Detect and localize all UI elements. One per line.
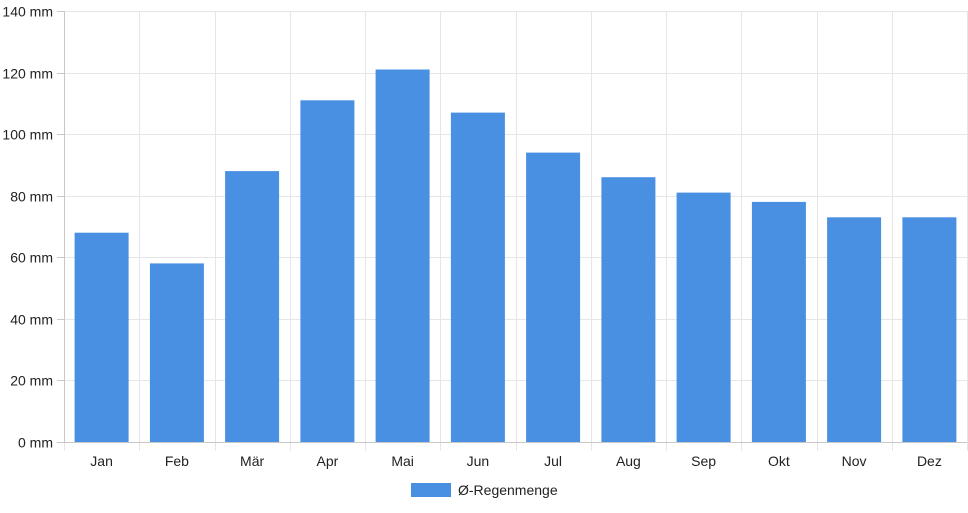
x-tick-label: Aug	[616, 453, 641, 469]
x-tick-label: Okt	[768, 453, 790, 469]
axes	[64, 11, 967, 443]
x-tick-label: Jun	[467, 453, 490, 469]
x-tick-label: Dez	[917, 453, 942, 469]
x-tick-label: Mär	[240, 453, 264, 469]
x-tick-label: Jul	[544, 453, 562, 469]
x-axis-tick-labels: Jan Feb Mär Apr Mai Jun Jul Aug Sep Okt Nov Dez	[90, 453, 942, 469]
bar-okt[interactable]	[751, 201, 806, 442]
y-tick-label: 20 mm	[10, 373, 53, 389]
bar-mär[interactable]	[225, 171, 280, 442]
x-tick-label: Sep	[691, 453, 716, 469]
x-tick-label: Feb	[165, 453, 189, 469]
bar-jul[interactable]	[526, 152, 581, 442]
y-tick-label: 60 mm	[10, 250, 53, 266]
y-tick-label: 100 mm	[2, 127, 53, 143]
y-tick-label: 140 mm	[2, 4, 53, 20]
legend-label[interactable]: Ø-Regenmenge	[458, 482, 558, 498]
x-tick-label: Apr	[317, 453, 339, 469]
bar-nov[interactable]	[827, 217, 882, 442]
x-tick-label: Jan	[90, 453, 113, 469]
bar-mai[interactable]	[375, 69, 430, 443]
y-tick-label: 80 mm	[10, 189, 53, 205]
y-axis-tick-labels: 0 mm 20 mm 40 mm 60 mm 80 mm 100 mm 120 mm 140 …	[2, 4, 53, 451]
x-tick-label: Mai	[391, 453, 414, 469]
grid-lines	[57, 11, 968, 451]
bar-apr[interactable]	[300, 100, 355, 443]
y-tick-label: 0 mm	[18, 435, 53, 451]
bar-sep[interactable]	[676, 192, 731, 442]
bar-aug[interactable]	[601, 177, 656, 442]
bar-feb[interactable]	[149, 263, 204, 442]
bar-dez[interactable]	[902, 217, 957, 442]
legend[interactable]: Ø-Regenmenge	[411, 482, 558, 498]
x-tick-label: Nov	[842, 453, 867, 469]
legend-swatch[interactable]	[411, 483, 451, 497]
y-tick-label: 120 mm	[2, 66, 53, 82]
bars	[74, 69, 957, 443]
y-tick-label: 40 mm	[10, 312, 53, 328]
bar-jun[interactable]	[450, 112, 505, 442]
bar-jan[interactable]	[74, 232, 129, 442]
